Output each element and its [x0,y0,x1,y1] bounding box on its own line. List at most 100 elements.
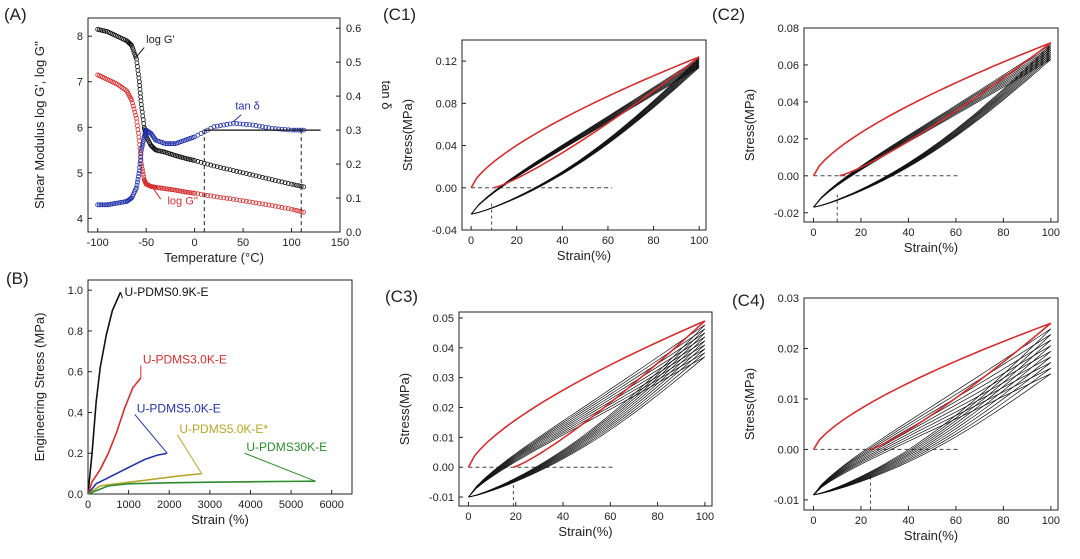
y-tick-label: 0.03 [778,293,799,305]
plot-frame-C2 [803,27,1059,223]
x-tick-label: 20 [510,511,522,523]
data-point-tan [137,161,143,167]
y-tick-label: 6 [77,122,83,134]
y-tick-label: 0.0 [68,489,83,501]
y-tick-label: 0.4 [68,407,83,419]
data-point-logg [230,196,236,202]
y-tick-label: 0.08 [778,23,799,35]
y-tick-label: -0.01 [429,492,454,504]
y-tick-label: 0.12 [436,56,457,68]
data-point-logg [211,163,217,169]
data-point-logg [137,90,143,96]
x-tick-label: 0 [468,235,474,247]
data-point-logg [135,64,140,69]
data-point-logg [276,204,282,210]
data-point-logg [139,105,145,111]
panel-C4: 0 20 40 60 80 100 -0.01 0.00 0.01 0.02 0.03 Strain(… [732,291,1060,543]
data-point-logg [208,193,214,199]
x-tick-label: 3000 [198,499,222,511]
hysteresis-cycle-loop [813,345,1052,496]
annotation-arrow [151,186,162,200]
data-point-logg [214,164,220,170]
y-tick-label: 0.03 [433,373,454,385]
x-tick-label: 100 [696,511,714,523]
hysteresis-cycle-loop [470,67,700,215]
panel-C1: 0 20 40 60 80 100 -0.04 0.00 0.04 0.08 0.12 Strain(… [383,5,708,263]
data-point-logg [134,119,140,125]
hysteresis-cycle-loop [813,367,1052,496]
data-point-logg [266,176,272,182]
x-tick-label: -50 [138,237,154,249]
data-point-tan [167,141,173,147]
data-point-logg [211,194,217,199]
data-point-logg [250,200,256,205]
data-point-logg [301,209,307,215]
x-tick-label: 100 [690,235,708,247]
y-tick-label: 0.6 [68,367,83,379]
y-tick-label: -0.01 [774,495,799,507]
x-tick-label: 4000 [238,499,262,511]
panel-A: -100 -50 0 50 100 150 4 5 6 7 8 Temperature (°C) She… [4,5,394,265]
x-tick-label: 60 [604,511,616,523]
y-tick-label: 0.05 [433,313,454,325]
data-point-logg [243,198,249,204]
data-point-logg [214,194,220,200]
data-point-logg [192,158,198,163]
x-tick-label: 0 [465,511,471,523]
data-point-tan [214,123,220,129]
y2-axis-title: tan δ [379,81,394,110]
y-tick-label: 0.00 [778,171,799,183]
data-point-tan [240,121,246,127]
data-point-logg [141,121,147,126]
data-point-logg [240,198,246,204]
data-point-tan [279,126,285,132]
series-arrow-updms50ke [134,414,168,454]
data-point-logg [253,173,259,179]
x-tick-label: 100 [1042,515,1060,527]
data-point-tan [171,141,177,147]
data-point-logg [243,171,249,176]
data-point-logg [133,54,139,60]
y-tick-label: -0.02 [774,208,799,220]
hysteresis-cycle-loop [813,44,1052,208]
data-point-logg [285,181,291,186]
data-point-logg [218,165,223,170]
data-point-tan [163,141,168,147]
series-label-updms50ke: U-PDMS5.0K-E [137,401,221,415]
panel-label: (C1) [383,5,416,24]
x-tick-label: 100 [282,237,300,249]
data-point-logg [291,182,297,188]
data-point-logg [130,103,136,109]
data-point-logg [291,207,297,213]
panel-label: (B) [6,269,29,288]
y-axis-title: Stress(MPa) [742,89,757,161]
y2-tick-label: 0.6 [346,23,361,35]
y-tick-label: 0.8 [68,326,83,338]
annotation-arrow [136,47,145,58]
data-point-tan [253,123,259,128]
data-point-tan [260,124,265,130]
data-point-tan [224,122,230,127]
data-point-logg [198,191,204,197]
data-point-logg [135,67,141,73]
series-arrow-updms50ke [176,434,203,474]
data-point-tan [221,122,227,128]
x-tick-label: 40 [902,515,914,527]
data-point-tan [138,148,144,153]
data-point-logg [227,167,233,173]
panel-C3: 0 20 40 60 80 100 -0.01 0.00 0.01 0.02 0.03 0.04 0.0… [385,287,714,539]
data-point-logg [293,208,299,213]
data-point-logg [136,138,142,144]
x-tick-label: 0 [85,499,91,511]
data-point-logg [140,117,146,123]
series-label-updms09ke: U-PDMS0.9K-E [125,285,209,299]
y-tick-label: 0.04 [433,343,454,355]
data-point-tan [138,151,144,157]
data-point-tan [136,171,142,177]
data-point-logg [195,159,201,164]
annotation-tan-delta: tan δ [235,101,259,113]
data-point-tan [137,158,143,164]
x-axis-title: Strain(%) [904,528,958,543]
data-point-logg [266,202,272,208]
